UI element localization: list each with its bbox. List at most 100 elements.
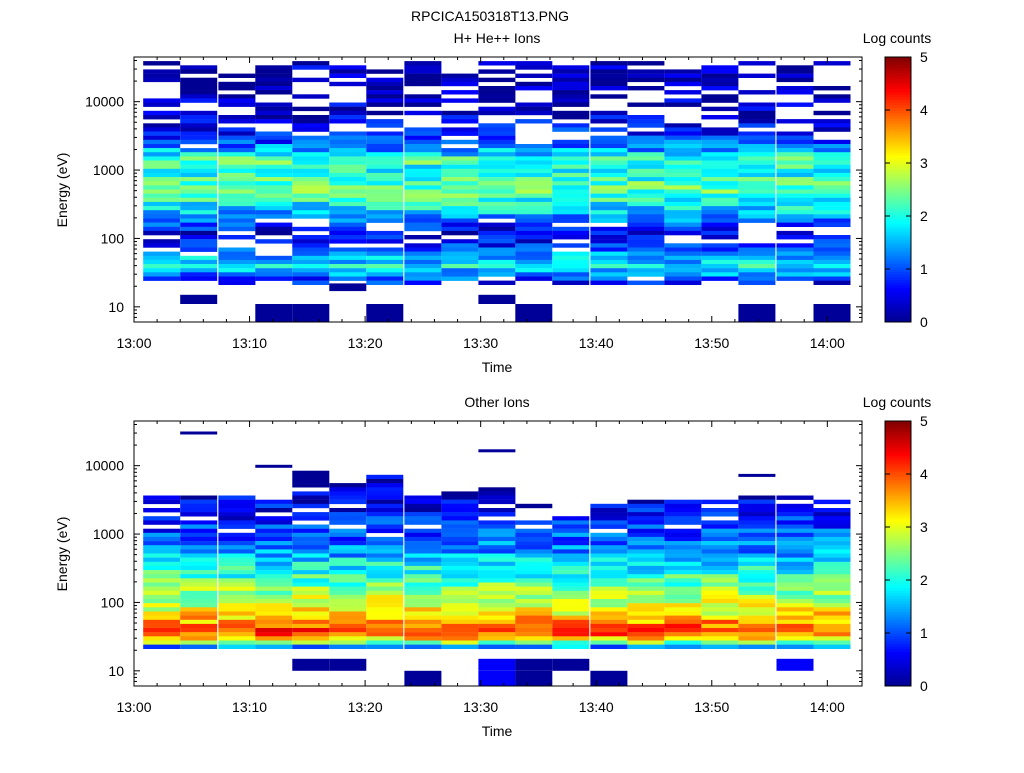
colorbar-segment	[885, 282, 911, 286]
heatmap-cell	[292, 611, 330, 616]
heatmap-cell	[478, 495, 516, 500]
heatmap-cell	[404, 160, 442, 165]
heatmap-cell	[813, 276, 851, 281]
heatmap-cell	[441, 557, 479, 562]
heatmap-cell	[627, 152, 665, 157]
heatmap-cell	[143, 160, 181, 165]
heatmap-cell	[143, 214, 181, 219]
y-tick-label: 10	[108, 299, 124, 315]
heatmap-cell	[292, 160, 330, 165]
heatmap-cell	[441, 516, 479, 521]
heatmap-cell	[404, 102, 442, 107]
heatmap-cell	[180, 218, 218, 223]
heatmap-cell	[404, 94, 442, 99]
heatmap-cell	[366, 578, 404, 583]
colorbar-segment	[885, 503, 911, 507]
heatmap-cell	[738, 524, 776, 529]
colorbar-segment	[885, 78, 911, 82]
heatmap-cell	[627, 553, 665, 558]
heatmap-cell	[292, 549, 330, 554]
heatmap-cell	[664, 557, 702, 562]
heatmap-cell	[292, 553, 330, 558]
heatmap-cell	[776, 189, 814, 194]
heatmap-cell	[366, 607, 404, 612]
heatmap-cell	[478, 570, 516, 575]
heatmap-cell	[218, 549, 256, 554]
heatmap-cell	[404, 553, 442, 558]
heatmap-cell	[664, 264, 702, 269]
heatmap-cell	[627, 516, 665, 521]
heatmap-cell	[701, 623, 739, 629]
heatmap-cell	[738, 61, 776, 66]
heatmap-cell	[552, 561, 590, 567]
heatmap-cell	[738, 499, 776, 505]
heatmap-cell	[738, 164, 776, 170]
heatmap-cell	[552, 197, 590, 203]
heatmap-cell	[590, 280, 628, 285]
heatmap-cell	[701, 594, 739, 600]
colorbar-segment	[885, 463, 911, 467]
heatmap-cell	[404, 226, 442, 232]
heatmap-cell	[441, 495, 479, 500]
heatmap-cell	[255, 177, 293, 182]
heatmap-cell	[329, 582, 367, 587]
heatmap-cell	[701, 177, 739, 182]
heatmap-cell	[664, 172, 702, 178]
heatmap-cell	[180, 135, 218, 141]
heatmap-cell	[404, 280, 442, 285]
heatmap-cell	[552, 272, 590, 277]
x-tick-label: 13:30	[463, 335, 498, 351]
heatmap-cell	[776, 570, 814, 575]
heatmap-cell	[218, 156, 256, 161]
heatmap-cell	[404, 574, 442, 579]
heatmap-cell	[329, 574, 367, 579]
heatmap-cell	[143, 590, 181, 596]
heatmap-cell	[776, 210, 814, 215]
heatmap-cell	[627, 586, 665, 591]
heatmap-cell	[813, 160, 851, 165]
x-tick-label: 14:00	[810, 699, 845, 715]
heatmap-cell	[478, 86, 516, 91]
colorbar-segment	[885, 627, 911, 631]
heatmap-cell	[813, 243, 851, 248]
heatmap-cell	[552, 268, 590, 273]
heatmap-cell	[441, 139, 479, 145]
heatmap-cell	[738, 206, 776, 211]
heatmap-cell	[441, 259, 479, 265]
heatmap-cell	[627, 181, 665, 186]
heatmap-cell	[552, 532, 590, 538]
heatmap-cell	[738, 255, 776, 261]
heatmap-cell	[776, 230, 814, 236]
heatmap-cell	[738, 607, 776, 612]
heatmap-cell	[776, 222, 814, 227]
plot-frame	[133, 420, 863, 687]
heatmap-cell	[441, 127, 479, 132]
heatmap-cell	[664, 574, 702, 579]
heatmap-cell	[701, 197, 739, 203]
heatmap-cell	[627, 570, 665, 575]
heatmap-cell	[218, 251, 256, 256]
colorbar-segment	[885, 513, 911, 517]
heatmap-cell	[738, 495, 776, 500]
heatmap-cell	[590, 636, 628, 641]
heatmap-cell	[441, 164, 479, 170]
heatmap-cell	[776, 582, 814, 587]
heatmap-cell	[441, 549, 479, 554]
heatmap-cell	[776, 193, 814, 198]
heatmap-cell	[366, 160, 404, 165]
heatmap-cell	[776, 607, 814, 612]
heatmap-cell	[664, 222, 702, 227]
heatmap-cell	[738, 251, 776, 256]
heatmap-cell	[738, 139, 776, 145]
heatmap-cell	[329, 283, 367, 292]
heatmap-cell	[738, 536, 776, 542]
heatmap-cell	[143, 185, 181, 190]
heatmap-cell	[218, 607, 256, 612]
heatmap-cell	[552, 164, 590, 170]
heatmap-cell	[143, 201, 181, 207]
heatmap-cell	[664, 268, 702, 273]
heatmap-cell	[478, 181, 516, 186]
heatmap-cell	[366, 632, 404, 637]
heatmap-cell	[180, 599, 218, 604]
heatmap-cell	[552, 516, 590, 521]
